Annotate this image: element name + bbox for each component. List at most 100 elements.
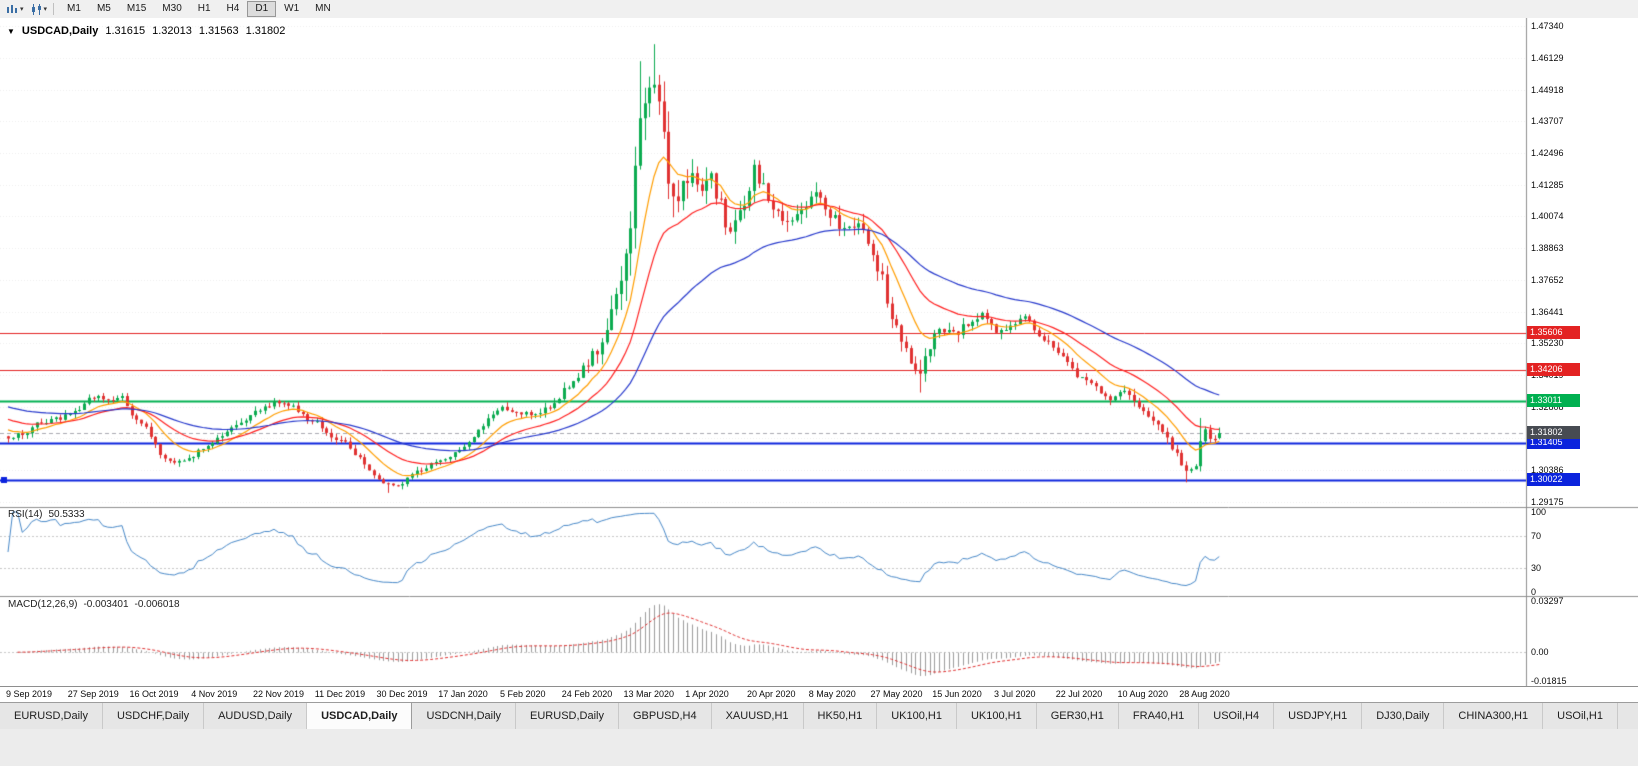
price-axis-label: 1.41285 [1531,179,1564,190]
rsi-indicator-value: 50.5333 [48,509,85,520]
price-axis-label: 1.38863 [1531,243,1564,254]
timeframe-toolbar: ▾ ▾ M1 M5 M15 M30 H1 H4 D1 W1 MN [0,0,1638,19]
time-axis-label: 16 Oct 2019 [129,689,179,699]
price-axis-label: 1.36441 [1531,306,1564,317]
chart-tab-usdcad-daily[interactable]: USDCAD,Daily [307,703,413,730]
price-axis-label: 1.47340 [1531,21,1564,32]
rsi-level-label: 0 [1531,587,1537,597]
macd-panel-title: MACD(12,26,9) -0.003401 -0.006018 [8,599,180,610]
time-axis-label: 22 Jul 2020 [1055,689,1103,699]
rsi-level-label: 30 [1531,563,1542,573]
price-chart-canvas[interactable] [0,18,1638,686]
chart-tab-eurusd-daily[interactable]: EURUSD,Daily [0,703,103,730]
time-axis-label: 11 Dec 2019 [314,689,366,699]
macd-main-value: -0.003401 [83,599,129,610]
time-axis-label: 1 Apr 2020 [685,689,729,699]
macd-level-label: 0.03297 [1531,596,1564,606]
window-bottom-area [0,729,1638,766]
price-axis-label: 1.43707 [1531,116,1564,127]
ohlc-low-value: 1.31563 [198,25,239,37]
macd-signal-value: -0.006018 [134,599,180,610]
chart-tab-usdcnh-daily[interactable]: USDCNH,Daily [412,703,517,730]
chart-tab-uk100-h1[interactable]: UK100,H1 [877,703,957,730]
timeframe-button-w1[interactable]: W1 [284,3,300,14]
price-axis-label: 1.42496 [1531,147,1564,158]
chart-tab-usoil-h4[interactable]: USOil,H4 [1199,703,1275,730]
time-axis-label: 24 Feb 2020 [561,689,613,699]
price-line-tag: 1.34206 [1527,363,1580,377]
price-axis-label: 1.40074 [1531,211,1564,222]
chart-symbol-label: USDCAD,Daily [21,25,99,37]
timeframe-button-h4[interactable]: H4 [226,3,240,14]
candlestick-caret-icon: ▾ [43,6,48,13]
macd-level-label: 0.00 [1531,647,1549,658]
time-axis-label: 30 Dec 2019 [376,689,428,699]
chart-tab-fra40-h1[interactable]: FRA40,H1 [1118,703,1200,730]
candlestick-glyph [31,3,41,15]
toolbar-separator [53,3,55,15]
chart-type-caret-icon: ▾ [20,6,24,13]
timeframe-button-group: M1 M5 M15 M30 H1 H4 D1 W1 MN [59,1,339,17]
price-axis-label: 1.29175 [1531,496,1564,507]
macd-level-label: -0.01815 [1531,676,1567,686]
time-axis-label: 5 Feb 2020 [500,689,546,699]
bar-chart-glyph [7,4,17,13]
time-axis-label: 8 May 2020 [808,689,856,699]
chart-tab-dj30-daily[interactable]: DJ30,Daily [1362,703,1445,730]
timeframe-button-m15[interactable]: M15 [126,3,147,14]
current-price-tag: 1.31802 [1527,426,1580,440]
chart-tab-audusd-daily[interactable]: AUDUSD,Daily [204,703,308,730]
chart-tab-gbpusd-h4[interactable]: GBPUSD,H4 [619,703,712,730]
rsi-level-label: 70 [1531,531,1542,541]
time-axis-label: 27 May 2020 [870,689,923,699]
timeframe-button-mn[interactable]: MN [315,3,331,14]
ohlc-open-value: 1.31615 [105,25,146,37]
chart-tab-hk50-h1[interactable]: HK50,H1 [803,703,878,730]
time-axis-label: 3 Jul 2020 [994,689,1036,699]
timeframe-button-m30[interactable]: M30 [162,3,182,14]
time-axis-label: 27 Sep 2019 [67,689,119,699]
time-axis-label: 20 Apr 2020 [747,689,796,699]
chart-tab-usdchf-daily[interactable]: USDCHF,Daily [102,703,205,730]
time-axis-label: 13 Mar 2020 [623,689,675,699]
price-axis-label: 1.37652 [1531,274,1564,285]
chart-tab-china300-h1[interactable]: CHINA300,H1 [1444,703,1544,730]
ohlc-readout: ▼ USDCAD,Daily 1.31615 1.32013 1.31563 1… [7,25,285,37]
time-axis-label: 22 Nov 2019 [253,689,305,699]
time-axis-label: 4 Nov 2019 [191,689,238,699]
rsi-indicator-name: RSI(14) [8,509,43,520]
timeframe-button-m5[interactable]: M5 [96,3,111,14]
price-axis-label: 1.44918 [1531,84,1564,95]
time-axis-label: 28 Aug 2020 [1179,689,1230,699]
macd-indicator-name: MACD(12,26,9) [8,599,78,610]
chart-tab-uk100-h1[interactable]: UK100,H1 [956,703,1037,730]
price-axis[interactable]: 1.47340 1.46129 1.44918 1.43707 1.42496 1.412… [1526,18,1638,686]
symbol-quick-nav-icon[interactable]: ▼ [7,26,15,36]
time-axis-label: 15 Jun 2020 [932,689,982,699]
chart-tab-eurusd-daily[interactable]: EURUSD,Daily [516,703,619,730]
rsi-level-label: 100 [1531,507,1547,517]
price-axis-label: 1.30386 [1531,465,1564,476]
time-axis[interactable]: 9 Sep 2019 27 Sep 2019 16 Oct 2019 4 Nov 20… [0,686,1638,703]
timeframe-button-m1[interactable]: M1 [67,3,81,14]
chart-tabs-bar: EURUSD,Daily USDCHF,Daily AUDUSD,Daily USDC… [0,702,1638,730]
chart-tab-ger30-h1[interactable]: GER30,H1 [1036,703,1119,730]
price-axis-label: 1.35230 [1531,338,1564,349]
candlestick-mode-icon[interactable]: ▾ [27,2,51,16]
ohlc-high-value: 1.32013 [152,25,192,37]
rsi-panel-title: RSI(14) 50.5333 [8,509,85,520]
price-line-tag: 1.31405 [1527,436,1580,450]
ohlc-close-value: 1.31802 [245,25,286,37]
price-line-tag: 1.33011 [1527,394,1580,408]
chart-tab-usdjpy-h1[interactable]: USDJPY,H1 [1274,703,1363,730]
price-axis-label: 1.46129 [1531,52,1564,63]
chart-tab-usoil-h1[interactable]: USOil,H1 [1543,703,1618,730]
time-axis-label: 9 Sep 2019 [6,689,53,699]
time-axis-label: 17 Jan 2020 [438,689,488,699]
timeframe-button-d1[interactable]: D1 [247,1,277,17]
chart-type-icon[interactable]: ▾ [3,2,27,16]
chart-tab-xauusd-h1[interactable]: XAUUSD,H1 [711,703,804,730]
timeframe-button-h1[interactable]: H1 [197,3,211,14]
price-line-tag: 1.30022 [1527,472,1580,486]
